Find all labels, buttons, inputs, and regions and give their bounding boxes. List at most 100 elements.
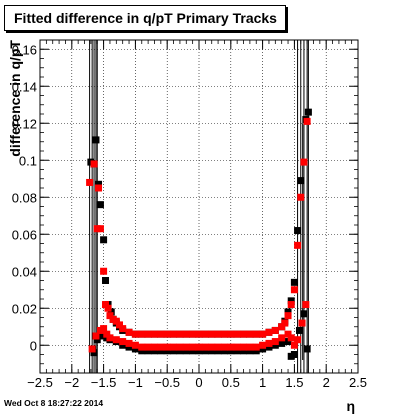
data-point-red: [100, 325, 108, 333]
data-point-black: [90, 349, 98, 357]
data-point-red: [170, 330, 178, 338]
data-point-black: [92, 136, 100, 144]
data-point-red: [131, 330, 139, 338]
data-point-black: [252, 347, 260, 355]
data-point-red: [157, 330, 165, 338]
data-point-red: [284, 330, 292, 338]
data-point-black: [93, 336, 101, 344]
data-point-black: [195, 347, 203, 355]
data-point-black: [220, 347, 228, 355]
data-point-black: [300, 310, 308, 318]
y-axis-title: difference in q/pT: [7, 40, 23, 157]
data-point-red: [290, 286, 298, 294]
data-point-black: [150, 347, 158, 355]
data-point-red: [298, 319, 306, 327]
data-point-black: [290, 278, 298, 286]
data-point-red: [119, 325, 127, 333]
data-point-red: [150, 330, 158, 338]
data-point-black: [304, 108, 312, 116]
x-tick-label: −0.5: [154, 375, 180, 390]
y-tick-label: 0.1: [19, 153, 37, 168]
data-point-red: [227, 330, 235, 338]
data-point-black: [170, 347, 178, 355]
data-point-black: [189, 347, 197, 355]
data-point-black: [119, 341, 127, 349]
y-tick-label: 0.16: [12, 42, 37, 57]
y-tick-label: 0.14: [12, 79, 37, 94]
x-tick-label: 2: [323, 375, 330, 390]
data-point-red: [144, 330, 152, 338]
x-axis-title: η: [346, 398, 355, 414]
data-point-red: [95, 184, 103, 192]
data-point-black: [102, 277, 110, 284]
data-point-red: [138, 343, 146, 351]
data-point-black: [284, 338, 292, 346]
data-point-red: [102, 301, 110, 309]
data-point-red: [189, 330, 197, 338]
timestamp-footer: Wed Oct 8 18:27:22 2014: [4, 398, 104, 408]
data-point-black: [176, 347, 184, 355]
data-point-red: [300, 158, 308, 166]
data-point-red: [86, 178, 94, 186]
x-tick-label: 0.5: [222, 375, 240, 390]
data-point-red: [252, 343, 260, 351]
data-point-red: [100, 267, 108, 275]
y-tick-label: 0.02: [12, 301, 37, 316]
data-point-red: [278, 323, 286, 331]
plot-frame-bg: [40, 40, 358, 373]
data-markers: [86, 108, 312, 360]
data-point-black: [246, 347, 254, 355]
y-tick-labels: 0 0.02 0.04 0.06 0.08 0.1 0.12 0.14 0.16: [12, 42, 37, 353]
data-point-red: [201, 343, 209, 351]
data-point-black: [214, 347, 222, 355]
data-point-red: [303, 117, 311, 125]
data-point-black: [131, 345, 139, 353]
data-point-black: [240, 347, 248, 355]
data-point-black: [295, 326, 303, 334]
data-point-black: [227, 347, 235, 355]
data-point-red: [157, 343, 165, 351]
data-point-red: [88, 345, 96, 353]
data-point-black: [96, 201, 104, 209]
data-point-red: [182, 343, 190, 351]
data-point-red: [278, 334, 286, 342]
data-point-black: [259, 345, 267, 353]
data-point-red: [170, 343, 178, 351]
data-point-red: [271, 338, 279, 346]
data-point-red: [104, 304, 112, 312]
data-point-red: [214, 343, 222, 351]
data-point-red: [92, 332, 100, 340]
data-point-red: [138, 330, 146, 338]
data-point-red: [163, 343, 171, 351]
data-point-red: [176, 343, 184, 351]
y-tick-label: 0.04: [12, 264, 37, 279]
data-point-red: [281, 319, 289, 327]
data-point-black: [100, 236, 108, 244]
data-point-black: [163, 347, 171, 355]
data-point-red: [240, 330, 248, 338]
data-point-red: [294, 241, 302, 249]
data-point-red: [297, 193, 305, 201]
data-point-black: [290, 351, 298, 358]
x-tick-label: 1: [259, 375, 266, 390]
data-point-red: [112, 336, 120, 344]
data-point-red: [144, 343, 152, 351]
data-point-black: [271, 341, 279, 349]
data-point-red: [271, 326, 279, 334]
data-point-red: [208, 330, 216, 338]
x-tick-label: −1: [128, 375, 143, 390]
data-point-red: [252, 330, 260, 338]
data-point-red: [290, 341, 298, 349]
data-point-red: [233, 343, 241, 351]
data-point-red: [103, 330, 111, 338]
data-point-red: [287, 334, 295, 342]
data-point-red: [116, 321, 123, 329]
x-tick-label: −2: [64, 375, 79, 390]
data-point-black: [107, 308, 115, 316]
data-point-red: [233, 330, 241, 338]
data-point-red: [106, 334, 114, 342]
data-point-black: [138, 347, 146, 355]
x-tick-label: 2.5: [349, 375, 367, 390]
data-point-red: [227, 343, 235, 351]
data-point-red: [259, 330, 267, 338]
